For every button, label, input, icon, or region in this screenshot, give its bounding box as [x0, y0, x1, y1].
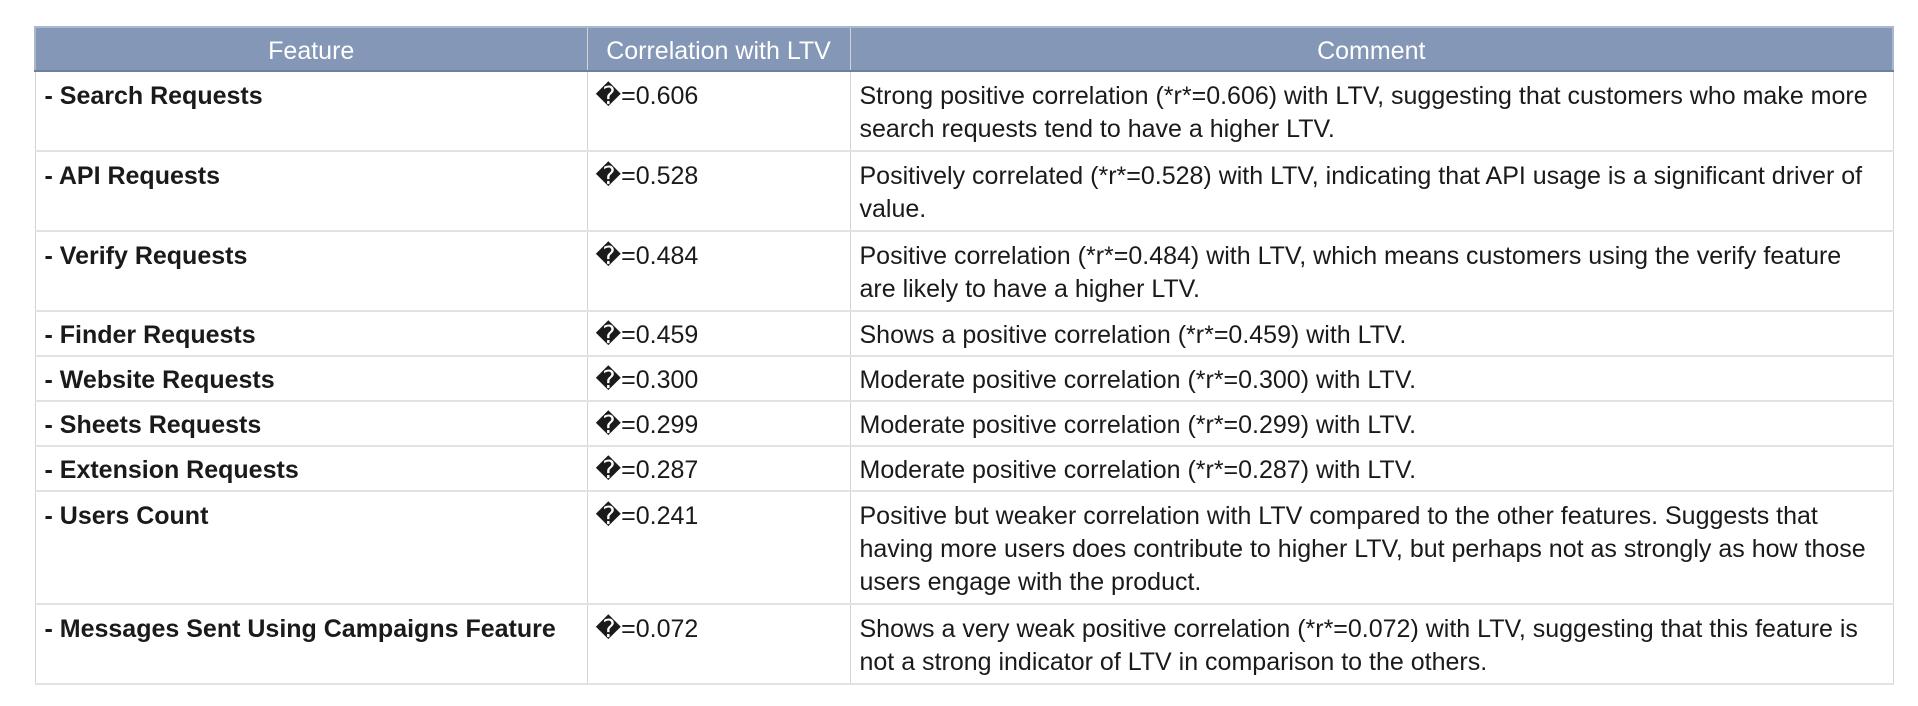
correlation-cell[interactable]: �=0.072	[586, 603, 851, 685]
feature-cell[interactable]: - Finder Requests	[34, 310, 588, 357]
feature-cell[interactable]: - Users Count	[34, 490, 588, 605]
table-row: - Extension Requests �=0.287 Moderate po…	[34, 445, 1894, 492]
comment-cell[interactable]: Positive but weaker correlation with LTV…	[849, 490, 1894, 605]
comment-cell[interactable]: Positive correlation (*r*=0.484) with LT…	[849, 230, 1894, 312]
comment-cell[interactable]: Positively correlated (*r*=0.528) with L…	[849, 150, 1894, 232]
feature-cell[interactable]: - Search Requests	[34, 70, 588, 152]
table-row: - Sheets Requests �=0.299 Moderate posit…	[34, 400, 1894, 447]
feature-cell[interactable]: - Extension Requests	[34, 445, 588, 492]
table-row: - Finder Requests �=0.459 Shows a positi…	[34, 310, 1894, 357]
table-row: - Users Count �=0.241 Positive but weake…	[34, 490, 1894, 605]
table-row: - Verify Requests �=0.484 Positive corre…	[34, 230, 1894, 312]
feature-cell[interactable]: - API Requests	[34, 150, 588, 232]
comment-cell[interactable]: Moderate positive correlation (*r*=0.287…	[849, 445, 1894, 492]
correlation-cell[interactable]: �=0.299	[586, 400, 851, 447]
spreadsheet-area: Feature Correlation with LTV Comment - S…	[34, 26, 1894, 685]
ltv-correlation-table: Feature Correlation with LTV Comment - S…	[34, 26, 1894, 685]
header-comment[interactable]: Comment	[849, 26, 1894, 72]
correlation-cell[interactable]: �=0.287	[586, 445, 851, 492]
feature-cell[interactable]: - Messages Sent Using Campaigns Feature	[34, 603, 588, 685]
correlation-cell[interactable]: �=0.300	[586, 355, 851, 402]
table-row: - Messages Sent Using Campaigns Feature …	[34, 603, 1894, 685]
comment-cell[interactable]: Moderate positive correlation (*r*=0.299…	[849, 400, 1894, 447]
feature-cell[interactable]: - Website Requests	[34, 355, 588, 402]
table-row: - Search Requests �=0.606 Strong positiv…	[34, 70, 1894, 152]
comment-cell[interactable]: Moderate positive correlation (*r*=0.300…	[849, 355, 1894, 402]
header-feature[interactable]: Feature	[34, 26, 588, 72]
correlation-cell[interactable]: �=0.459	[586, 310, 851, 357]
correlation-cell[interactable]: �=0.484	[586, 230, 851, 312]
header-row: Feature Correlation with LTV Comment	[34, 26, 1894, 72]
comment-cell[interactable]: Shows a very weak positive correlation (…	[849, 603, 1894, 685]
correlation-cell[interactable]: �=0.606	[586, 70, 851, 152]
header-correlation[interactable]: Correlation with LTV	[586, 26, 851, 72]
table-row: - API Requests �=0.528 Positively correl…	[34, 150, 1894, 232]
correlation-cell[interactable]: �=0.528	[586, 150, 851, 232]
feature-cell[interactable]: - Sheets Requests	[34, 400, 588, 447]
correlation-cell[interactable]: �=0.241	[586, 490, 851, 605]
comment-cell[interactable]: Shows a positive correlation (*r*=0.459)…	[849, 310, 1894, 357]
comment-cell[interactable]: Strong positive correlation (*r*=0.606) …	[849, 70, 1894, 152]
table-row: - Website Requests �=0.300 Moderate posi…	[34, 355, 1894, 402]
feature-cell[interactable]: - Verify Requests	[34, 230, 588, 312]
